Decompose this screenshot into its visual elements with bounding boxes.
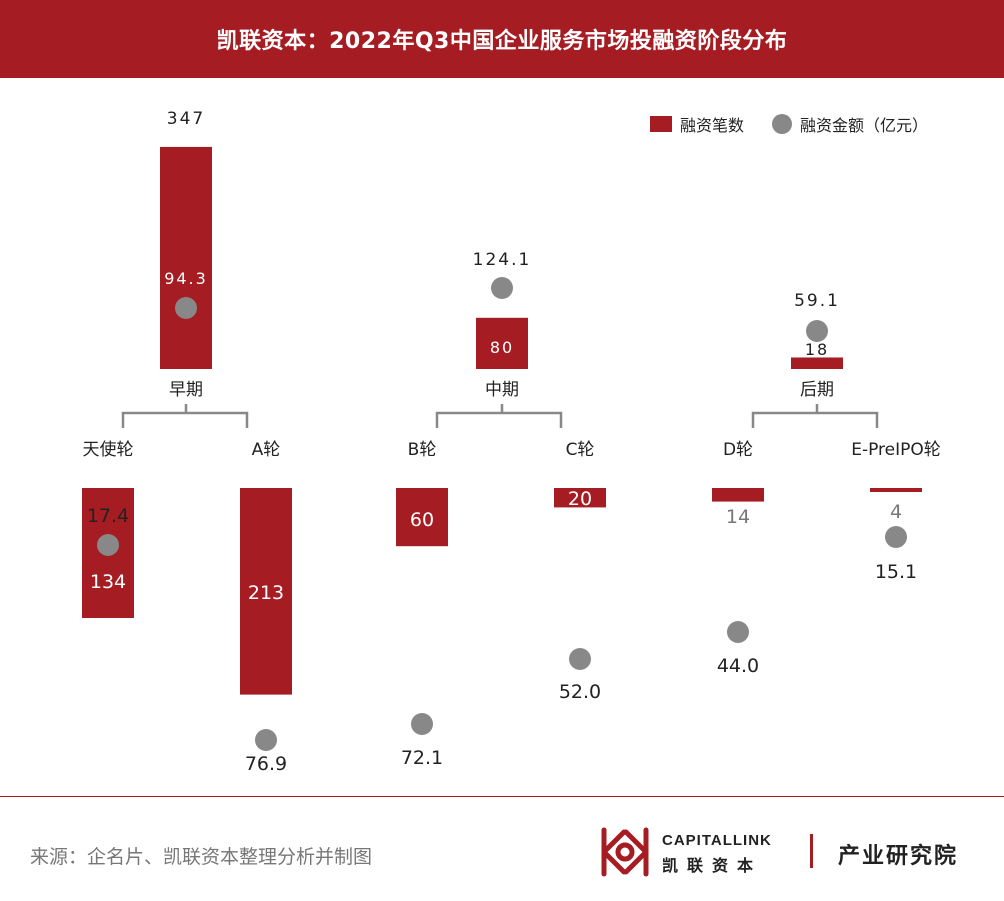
amount-label-D轮: 44.0 bbox=[717, 655, 759, 677]
count-label-C轮: 20 bbox=[568, 488, 592, 510]
dot-天使轮 bbox=[97, 534, 119, 556]
logo-chinese: 凯联资本 bbox=[662, 856, 763, 875]
count-label-中期: 80 bbox=[490, 338, 514, 357]
count-label-D轮: 14 bbox=[726, 506, 750, 528]
chart-title: 凯联资本：2022年Q3中国企业服务市场投融资阶段分布 bbox=[0, 0, 1004, 78]
legend-swatch-count bbox=[650, 116, 672, 132]
bracket-早期 bbox=[121, 404, 249, 428]
bar-后期 bbox=[791, 357, 843, 369]
dot-早期 bbox=[175, 297, 197, 319]
group-label-后期: 后期 bbox=[800, 380, 834, 400]
legend-swatch-amount bbox=[772, 114, 793, 134]
child-label-D轮: D轮 bbox=[723, 440, 753, 460]
amount-label-E-PreIPO轮: 15.1 bbox=[875, 561, 917, 583]
amount-label-A轮: 76.9 bbox=[245, 753, 287, 775]
dot-E-PreIPO轮 bbox=[885, 526, 907, 548]
count-label-B轮: 60 bbox=[410, 509, 434, 531]
logo-divider bbox=[810, 834, 813, 868]
child-label-天使轮: 天使轮 bbox=[83, 439, 134, 460]
child-label-C轮: C轮 bbox=[566, 440, 595, 460]
source-note: 来源：企名片、凯联资本整理分析并制图 bbox=[30, 846, 373, 868]
bar-E-PreIPO轮 bbox=[870, 488, 922, 492]
count-label-天使轮: 134 bbox=[90, 571, 126, 593]
capitallink-emblem-icon bbox=[601, 827, 649, 877]
amount-label-早期: 94.3 bbox=[164, 269, 208, 288]
legend-label-amount: 融资金额（亿元） bbox=[800, 116, 929, 135]
legend: 融资笔数 融资金额（亿元） bbox=[650, 112, 928, 136]
child-label-E-PreIPO轮: E-PreIPO轮 bbox=[851, 440, 941, 460]
logo-english: CAPITALLINK bbox=[662, 832, 772, 849]
count-label-A轮: 213 bbox=[248, 582, 284, 604]
amount-label-后期: 59.1 bbox=[794, 291, 840, 311]
child-label-A轮: A轮 bbox=[252, 440, 281, 460]
child-label-B轮: B轮 bbox=[408, 440, 437, 460]
footer-divider bbox=[0, 796, 1004, 797]
bar-早期 bbox=[160, 146, 212, 369]
bar-C轮 bbox=[554, 488, 606, 508]
dot-D轮 bbox=[727, 621, 749, 643]
dot-B轮 bbox=[411, 713, 433, 735]
bracket-中期 bbox=[435, 404, 563, 428]
legend-label-count: 融资笔数 bbox=[680, 116, 745, 135]
amount-label-B轮: 72.1 bbox=[401, 747, 443, 769]
amount-label-C轮: 52.0 bbox=[559, 681, 601, 703]
logo-institute: 产业研究院 bbox=[838, 843, 959, 869]
bar-A轮 bbox=[240, 488, 292, 695]
count-label-E-PreIPO轮: 4 bbox=[890, 501, 902, 523]
count-label-早期: 347 bbox=[167, 109, 205, 129]
dot-后期 bbox=[806, 320, 828, 342]
dot-A轮 bbox=[255, 729, 277, 751]
dot-C轮 bbox=[569, 648, 591, 670]
capitallink-logo: CAPITALLINK 凯联资本 产业研究院 bbox=[594, 822, 974, 882]
group-label-中期: 中期 bbox=[485, 380, 519, 400]
count-label-后期: 18 bbox=[805, 340, 829, 359]
bar-D轮 bbox=[712, 488, 764, 502]
bar-B轮 bbox=[396, 488, 448, 547]
group-label-早期: 早期 bbox=[169, 380, 203, 400]
dot-中期 bbox=[491, 277, 513, 299]
amount-label-中期: 124.1 bbox=[473, 250, 532, 270]
bracket-后期 bbox=[751, 404, 879, 428]
bar-中期 bbox=[476, 317, 528, 369]
amount-label-天使轮: 17.4 bbox=[87, 505, 129, 527]
